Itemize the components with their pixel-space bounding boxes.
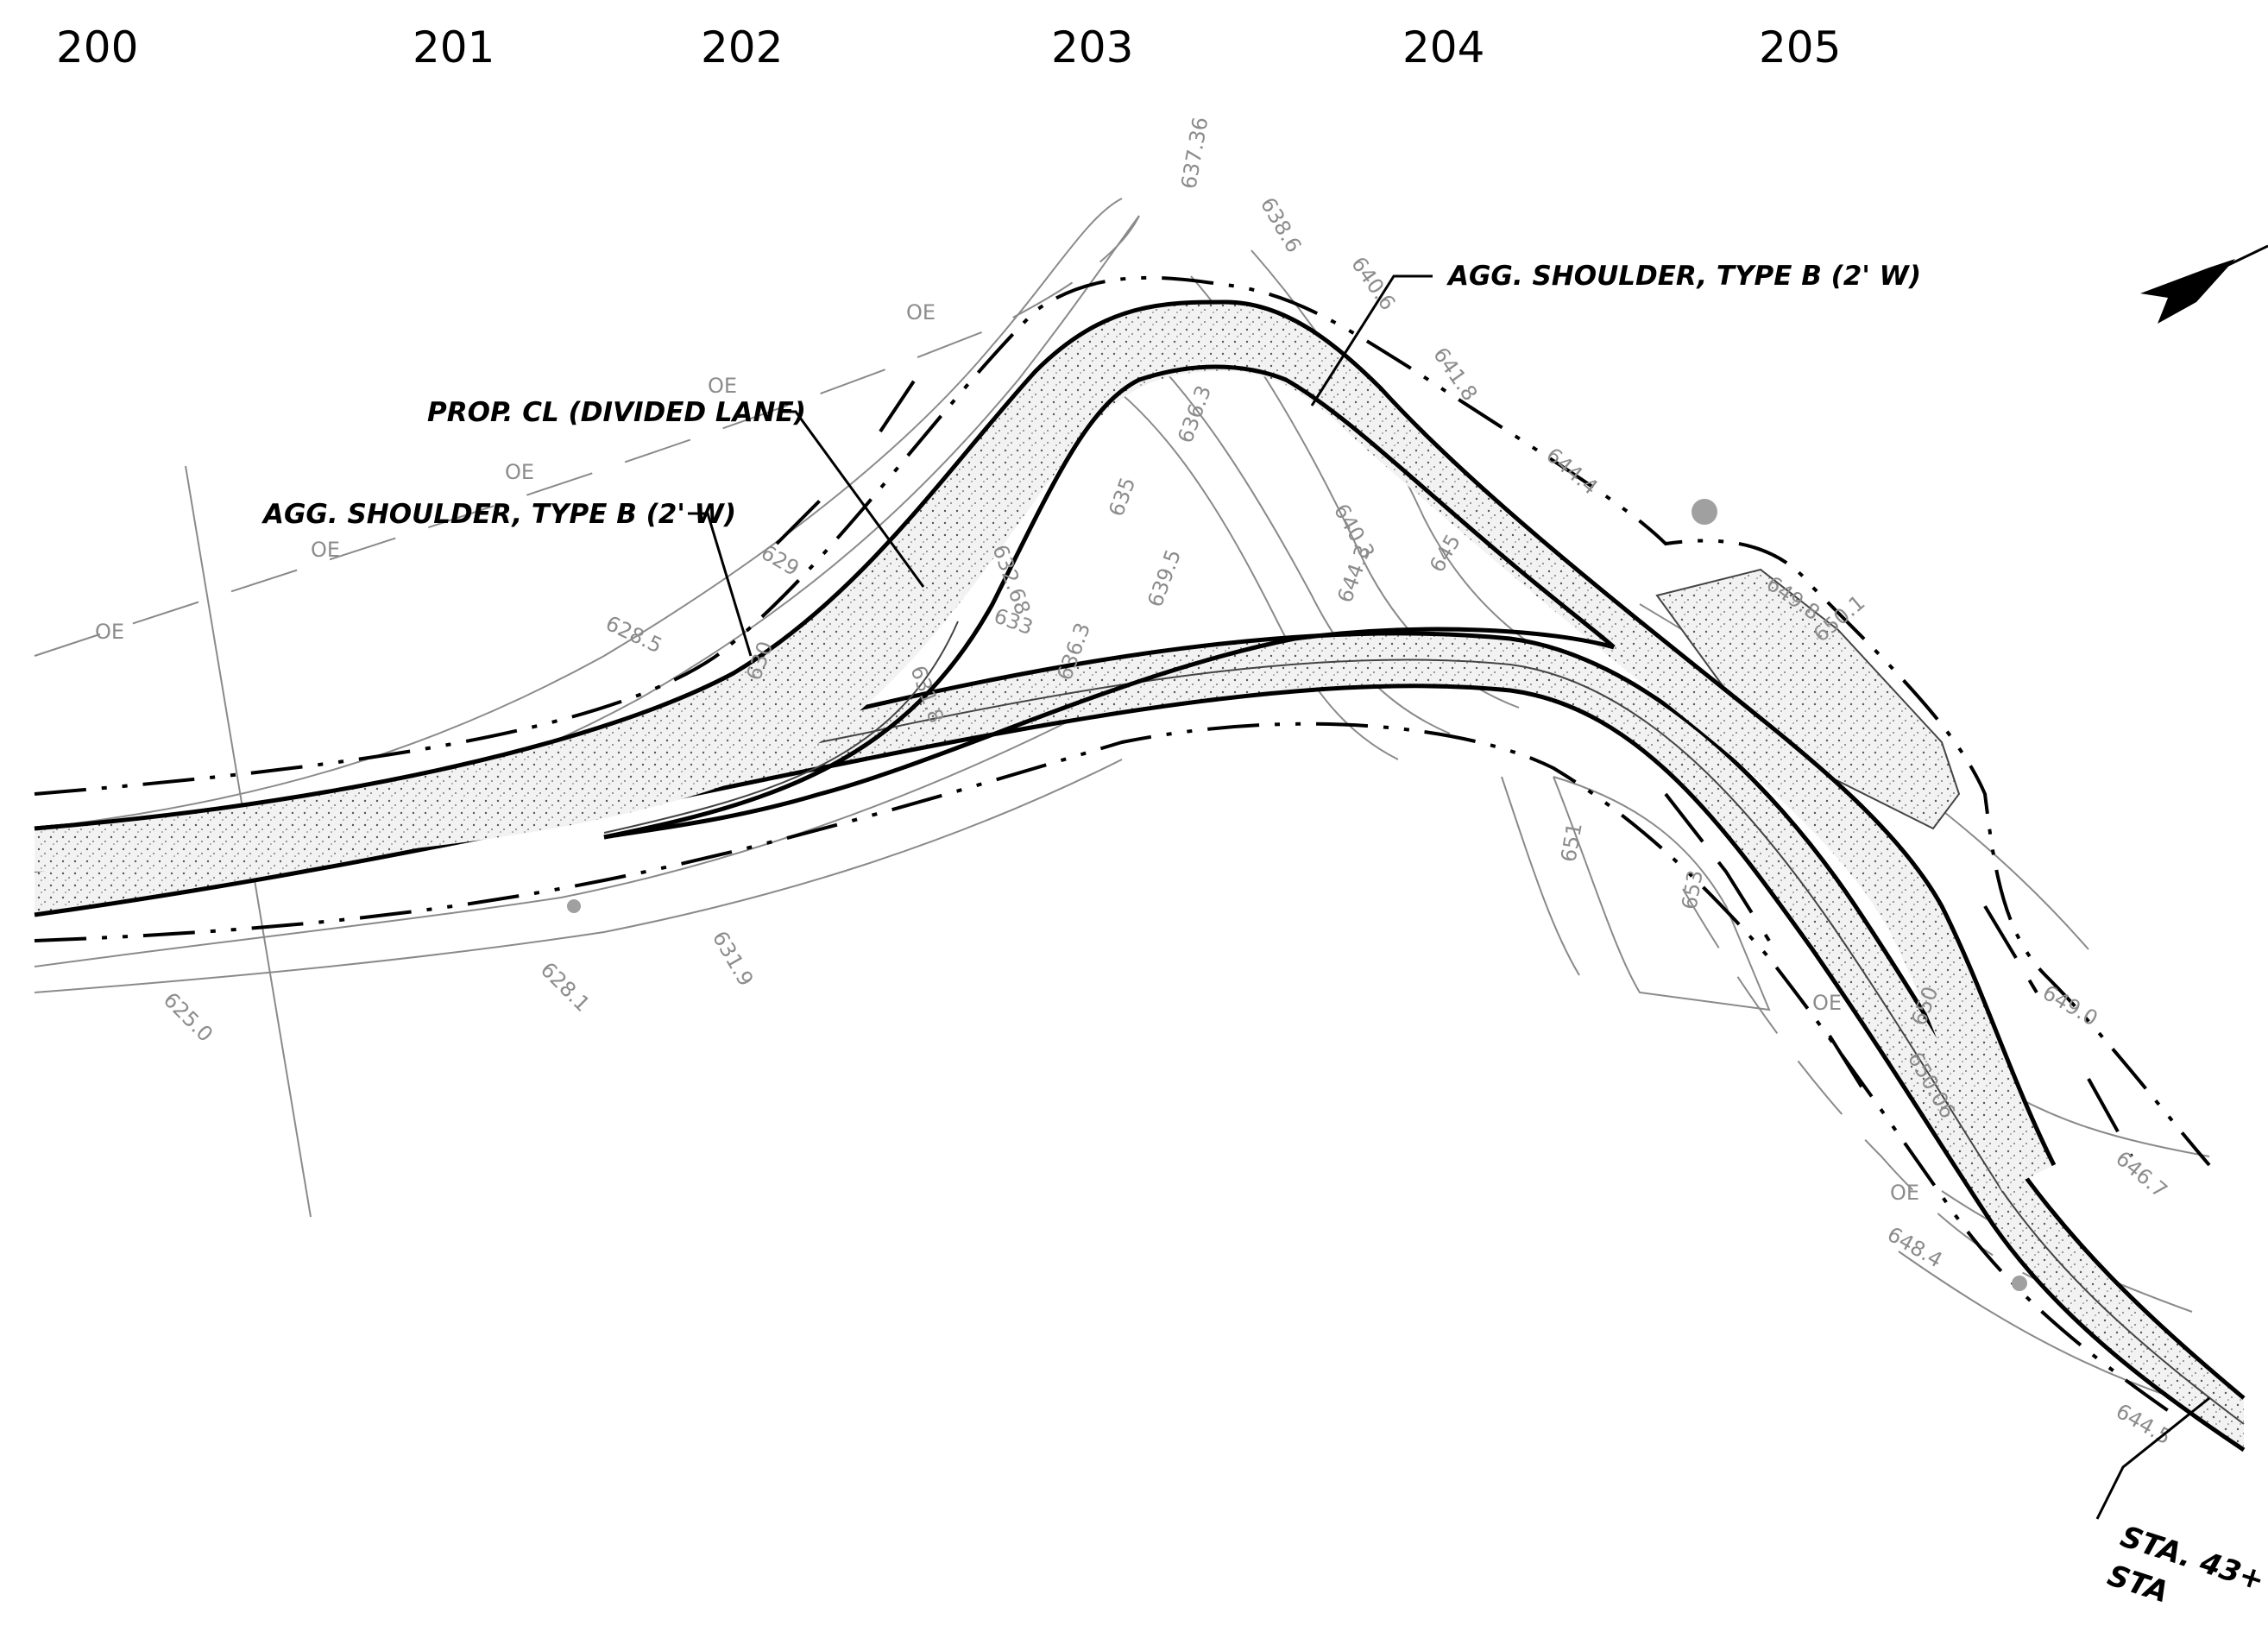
spot-elevation: 625.0: [159, 987, 217, 1046]
spot-elevation: 649.0: [2038, 980, 2102, 1031]
spot-elevation: 644.5: [2112, 1399, 2176, 1450]
spot-elevation: 636.3: [1173, 382, 1216, 446]
oe-label: OE: [1890, 1181, 1919, 1205]
spot-elevation: 644.3: [1332, 542, 1376, 606]
station-203: 203: [1051, 22, 1133, 72]
contour-label: 635: [1104, 474, 1140, 520]
survey-point-icon: [567, 899, 581, 913]
contour-label: 645: [1425, 530, 1465, 577]
contour-label: 651: [1556, 821, 1587, 864]
overhead-electric-lines: OE OE OE OE OE OE OE: [34, 215, 2072, 1295]
oe-label: OE: [505, 460, 534, 484]
oe-label: OE: [311, 538, 340, 562]
roadway-divided-lane: [34, 299, 2057, 1191]
spot-elevation: 644.4: [1541, 443, 1603, 500]
spot-elevation: 639.5: [1143, 546, 1186, 610]
callout-shoulder-top: AGG. SHOULDER, TYPE B (2' W): [1446, 261, 1921, 292]
callouts: AGG. SHOULDER, TYPE B (2' W) PROP. CL (D…: [261, 261, 2268, 1610]
callout-shoulder-left: AGG. SHOULDER, TYPE B (2' W): [261, 499, 736, 530]
survey-point-icon: [1692, 499, 1717, 525]
station-200: 200: [56, 22, 138, 72]
oe-label: OE: [708, 374, 737, 398]
contour-label: 653: [1677, 868, 1708, 911]
oe-label: OE: [906, 300, 936, 325]
callout-centerline: PROP. CL (DIVIDED LANE): [427, 397, 806, 428]
spot-elevation: 646.7: [2111, 1146, 2172, 1203]
station-202: 202: [701, 22, 783, 72]
spot-elevation: 628.1: [536, 957, 595, 1016]
spot-elevation: 641.8: [1428, 343, 1482, 405]
spot-elevation: 631.9: [708, 927, 759, 991]
spot-elevation: 629: [757, 540, 803, 581]
station-205: 205: [1759, 22, 1841, 72]
survey-points: [567, 499, 2027, 1291]
north-arrow-icon: [2140, 244, 2268, 324]
spot-elevation: 632.68: [987, 541, 1035, 617]
right-of-way-lines: [34, 275, 2211, 1417]
callout-leaders: [688, 274, 2210, 1520]
oe-label: OE: [95, 620, 124, 644]
spot-elevation: 648.4: [1883, 1222, 1947, 1273]
spot-elevation: 640.6: [1346, 252, 1400, 314]
spot-elevation: 638.6: [1256, 193, 1307, 257]
spot-elevation: 637.36: [1176, 115, 1213, 191]
oe-label: OE: [1812, 991, 1842, 1015]
station-204: 204: [1402, 22, 1484, 72]
survey-point-icon: [2012, 1276, 2027, 1291]
station-labels: 200 201 202 203 204 205: [56, 22, 1841, 72]
station-201: 201: [413, 22, 495, 72]
